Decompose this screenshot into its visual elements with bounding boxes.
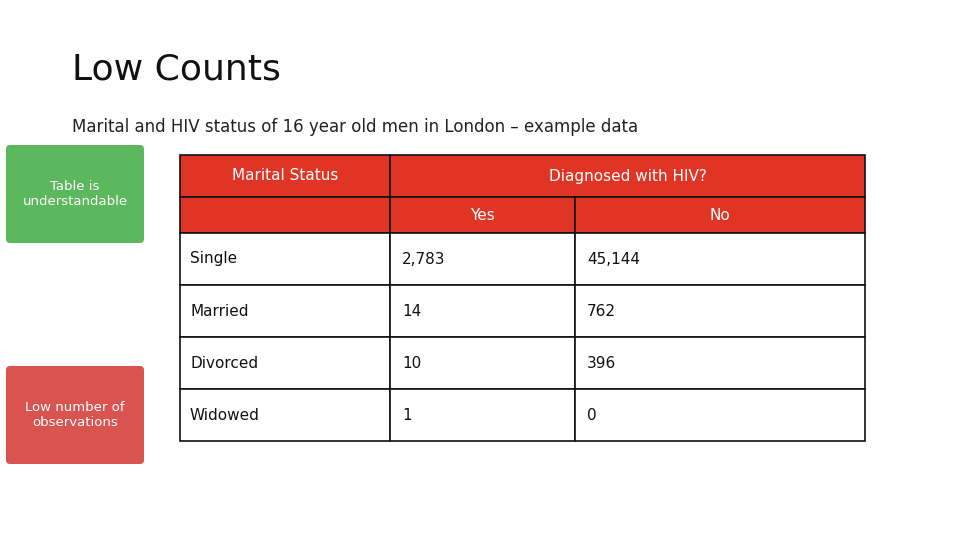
Text: Table is
understandable: Table is understandable xyxy=(22,180,128,208)
Bar xyxy=(180,233,390,285)
Bar xyxy=(180,155,390,197)
Text: Yes: Yes xyxy=(470,207,494,222)
Text: Marital Status: Marital Status xyxy=(231,168,338,184)
Bar xyxy=(575,197,865,233)
Bar xyxy=(180,197,390,233)
Bar xyxy=(180,285,390,337)
Bar xyxy=(575,337,865,389)
FancyBboxPatch shape xyxy=(6,145,144,243)
Bar xyxy=(390,285,575,337)
Bar xyxy=(575,285,865,337)
Text: Single: Single xyxy=(190,252,237,267)
Bar xyxy=(390,337,575,389)
Bar xyxy=(390,389,575,441)
Text: 2,783: 2,783 xyxy=(402,252,445,267)
Bar xyxy=(575,233,865,285)
Text: 10: 10 xyxy=(402,355,421,370)
Bar xyxy=(390,233,575,285)
Text: 762: 762 xyxy=(587,303,616,319)
FancyBboxPatch shape xyxy=(6,366,144,464)
Text: 396: 396 xyxy=(587,355,616,370)
Text: Divorced: Divorced xyxy=(190,355,258,370)
Text: Low Counts: Low Counts xyxy=(72,52,281,86)
Text: Widowed: Widowed xyxy=(190,408,260,422)
Bar xyxy=(180,337,390,389)
Bar xyxy=(575,389,865,441)
Bar xyxy=(390,155,865,197)
Text: No: No xyxy=(709,207,731,222)
Text: Low number of
observations: Low number of observations xyxy=(25,401,125,429)
Text: Married: Married xyxy=(190,303,249,319)
Bar xyxy=(390,197,575,233)
Text: 0: 0 xyxy=(587,408,596,422)
Text: Diagnosed with HIV?: Diagnosed with HIV? xyxy=(548,168,707,184)
Text: 14: 14 xyxy=(402,303,421,319)
Text: Marital and HIV status of 16 year old men in London – example data: Marital and HIV status of 16 year old me… xyxy=(72,118,638,136)
Bar xyxy=(180,389,390,441)
Text: 1: 1 xyxy=(402,408,412,422)
Text: 45,144: 45,144 xyxy=(587,252,640,267)
